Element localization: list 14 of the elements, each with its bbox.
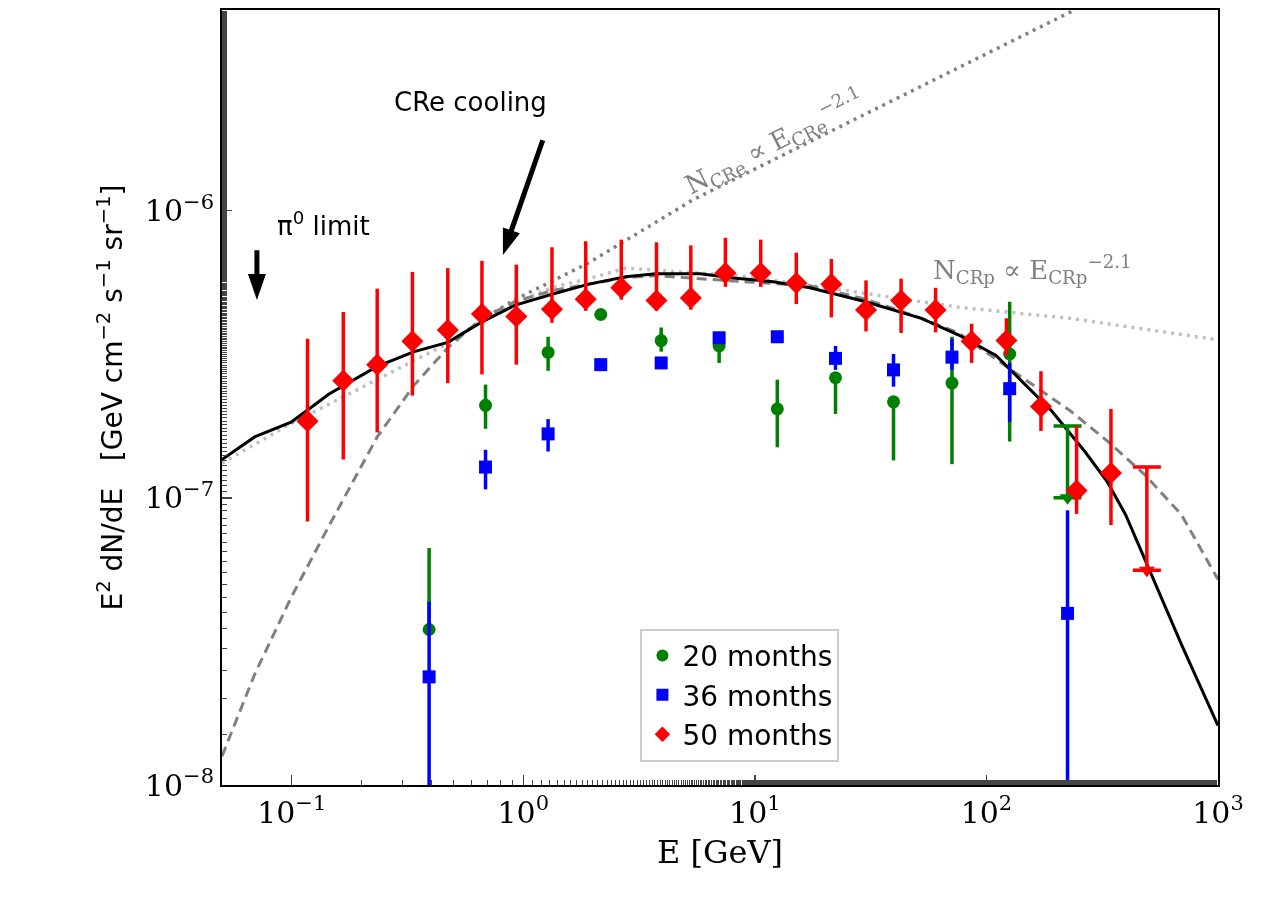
x-tick-label: 10$^{2}$ [960, 791, 1013, 830]
legend-label: 20 months [682, 640, 833, 674]
y-tick-label: 10$^{−7}$ [144, 476, 214, 516]
x-tick-label: 10$^{0}$ [497, 791, 550, 830]
x-tick-label: 10$^{1}$ [729, 791, 781, 830]
x-tick-label: 10$^{3}$ [1192, 791, 1244, 830]
annotation: CRe cooling [394, 87, 547, 117]
y-tick-label: 10$^{−6}$ [144, 189, 214, 229]
legend-label: 36 months [682, 679, 833, 713]
annotation: π$^{0}$ limit [277, 207, 370, 241]
y-tick-label: 10$^{−8}$ [144, 763, 214, 803]
x-axis-title: E [GeV] [656, 833, 784, 872]
legend-label: 50 months [682, 719, 833, 753]
x-tick-label: 10$^{−1}$ [257, 791, 327, 830]
